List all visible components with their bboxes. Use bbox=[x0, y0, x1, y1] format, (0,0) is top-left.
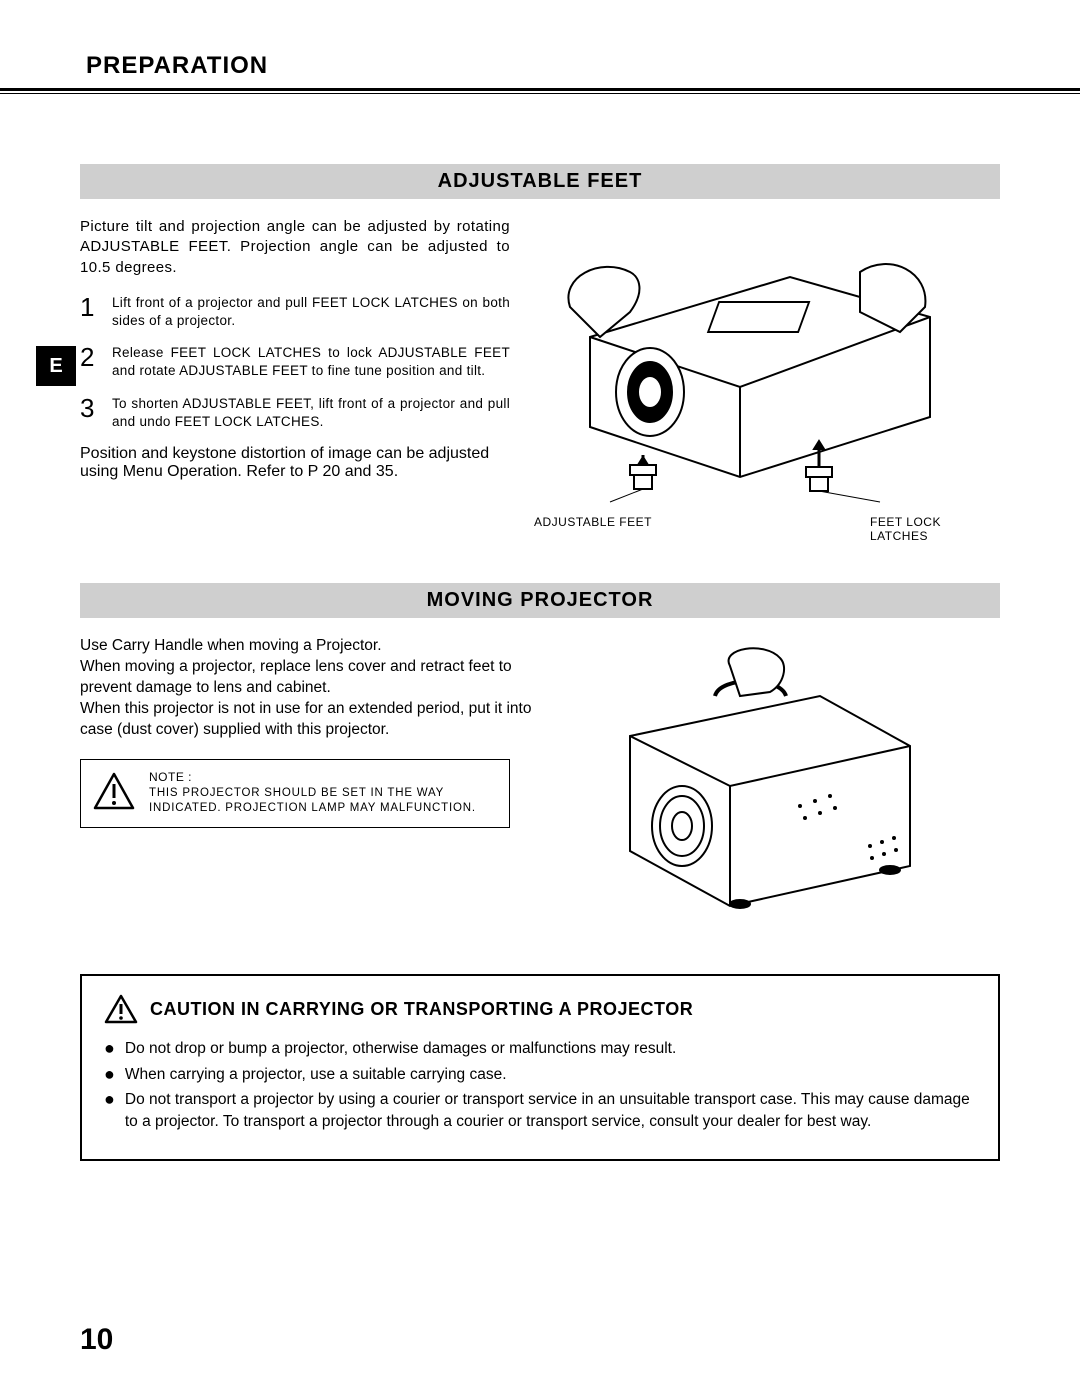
step-item: 3 To shorten ADJUSTABLE FEET, lift front… bbox=[80, 395, 510, 431]
illustration-labels: ADJUSTABLE FEET FEET LOCK LATCHES bbox=[530, 515, 1000, 543]
bullet-icon: ● bbox=[104, 1089, 115, 1132]
caution-item: ● Do not drop or bump a projector, otherw… bbox=[104, 1038, 976, 1060]
section1-intro: Picture tilt and projection angle can be… bbox=[80, 217, 510, 278]
step-number: 3 bbox=[80, 395, 100, 431]
note-box: NOTE : THIS PROJECTOR SHOULD BE SET IN T… bbox=[80, 759, 510, 828]
step-text: Release FEET LOCK LATCHES to lock ADJUST… bbox=[112, 344, 510, 380]
section1-footnote: Position and keystone distortion of imag… bbox=[80, 445, 510, 481]
step-item: 2 Release FEET LOCK LATCHES to lock ADJU… bbox=[80, 344, 510, 380]
step-item: 1 Lift front of a projector and pull FEE… bbox=[80, 294, 510, 330]
caution-item: ●Do not transport a projector by using a… bbox=[104, 1089, 976, 1132]
section1-columns: Picture tilt and projection angle can be… bbox=[80, 217, 1000, 543]
caution-text: Do not drop or bump a projector, otherwi… bbox=[125, 1038, 676, 1060]
section2-text-column: Use Carry Handle when moving a Projector… bbox=[80, 636, 550, 916]
section-title-moving-projector: MOVING PROJECTOR bbox=[80, 583, 1000, 618]
section2-columns: Use Carry Handle when moving a Projector… bbox=[80, 636, 1000, 916]
section2-body: Use Carry Handle when moving a Projector… bbox=[80, 636, 550, 741]
bullet-icon: ● bbox=[104, 1064, 115, 1086]
caution-box: CAUTION IN CARRYING OR TRANSPORTING A PR… bbox=[80, 974, 1000, 1161]
page-header: PREPARATION bbox=[86, 52, 1000, 80]
step-number: 1 bbox=[80, 294, 100, 330]
caution-title: CAUTION IN CARRYING OR TRANSPORTING A PR… bbox=[150, 999, 693, 1020]
section-title-adjustable-feet: ADJUSTABLE FEET bbox=[80, 164, 1000, 199]
note-title: NOTE : bbox=[149, 770, 497, 784]
warning-icon bbox=[104, 994, 138, 1024]
page-number: 10 bbox=[80, 1323, 113, 1357]
step-number: 2 bbox=[80, 344, 100, 380]
warning-icon bbox=[93, 772, 135, 810]
header-rule-thin bbox=[0, 93, 1080, 94]
section2-illustration-column bbox=[570, 636, 1000, 916]
caution-list: ● Do not drop or bump a projector, otherw… bbox=[104, 1038, 976, 1133]
step-list: 1 Lift front of a projector and pull FEE… bbox=[80, 294, 510, 431]
step-text: Lift front of a projector and pull FEET … bbox=[112, 294, 510, 330]
label-adjustable-feet: ADJUSTABLE FEET bbox=[534, 515, 652, 543]
step-text: To shorten ADJUSTABLE FEET, lift front o… bbox=[112, 395, 510, 431]
caution-heading: CAUTION IN CARRYING OR TRANSPORTING A PR… bbox=[104, 994, 976, 1024]
side-tab: E bbox=[36, 346, 76, 386]
projector-carry-illustration bbox=[570, 636, 950, 916]
label-feet-lock-latches: FEET LOCK LATCHES bbox=[870, 515, 990, 543]
projector-feet-illustration bbox=[530, 217, 970, 507]
section1-text-column: Picture tilt and projection angle can be… bbox=[80, 217, 510, 543]
section1-illustration-column: ADJUSTABLE FEET FEET LOCK LATCHES bbox=[530, 217, 1000, 543]
manual-page: PREPARATION E ADJUSTABLE FEET Picture ti… bbox=[0, 0, 1080, 1397]
note-text: THIS PROJECTOR SHOULD BE SET IN THE WAY … bbox=[149, 786, 497, 817]
header-rule-thick bbox=[0, 88, 1080, 91]
caution-text: Do not transport a projector by using a … bbox=[125, 1089, 976, 1132]
caution-text: When carrying a projector, use a suitabl… bbox=[125, 1064, 507, 1086]
bullet-icon: ● bbox=[104, 1038, 115, 1060]
caution-item: ● When carrying a projector, use a suitab… bbox=[104, 1064, 976, 1086]
note-content: NOTE : THIS PROJECTOR SHOULD BE SET IN T… bbox=[149, 770, 497, 817]
